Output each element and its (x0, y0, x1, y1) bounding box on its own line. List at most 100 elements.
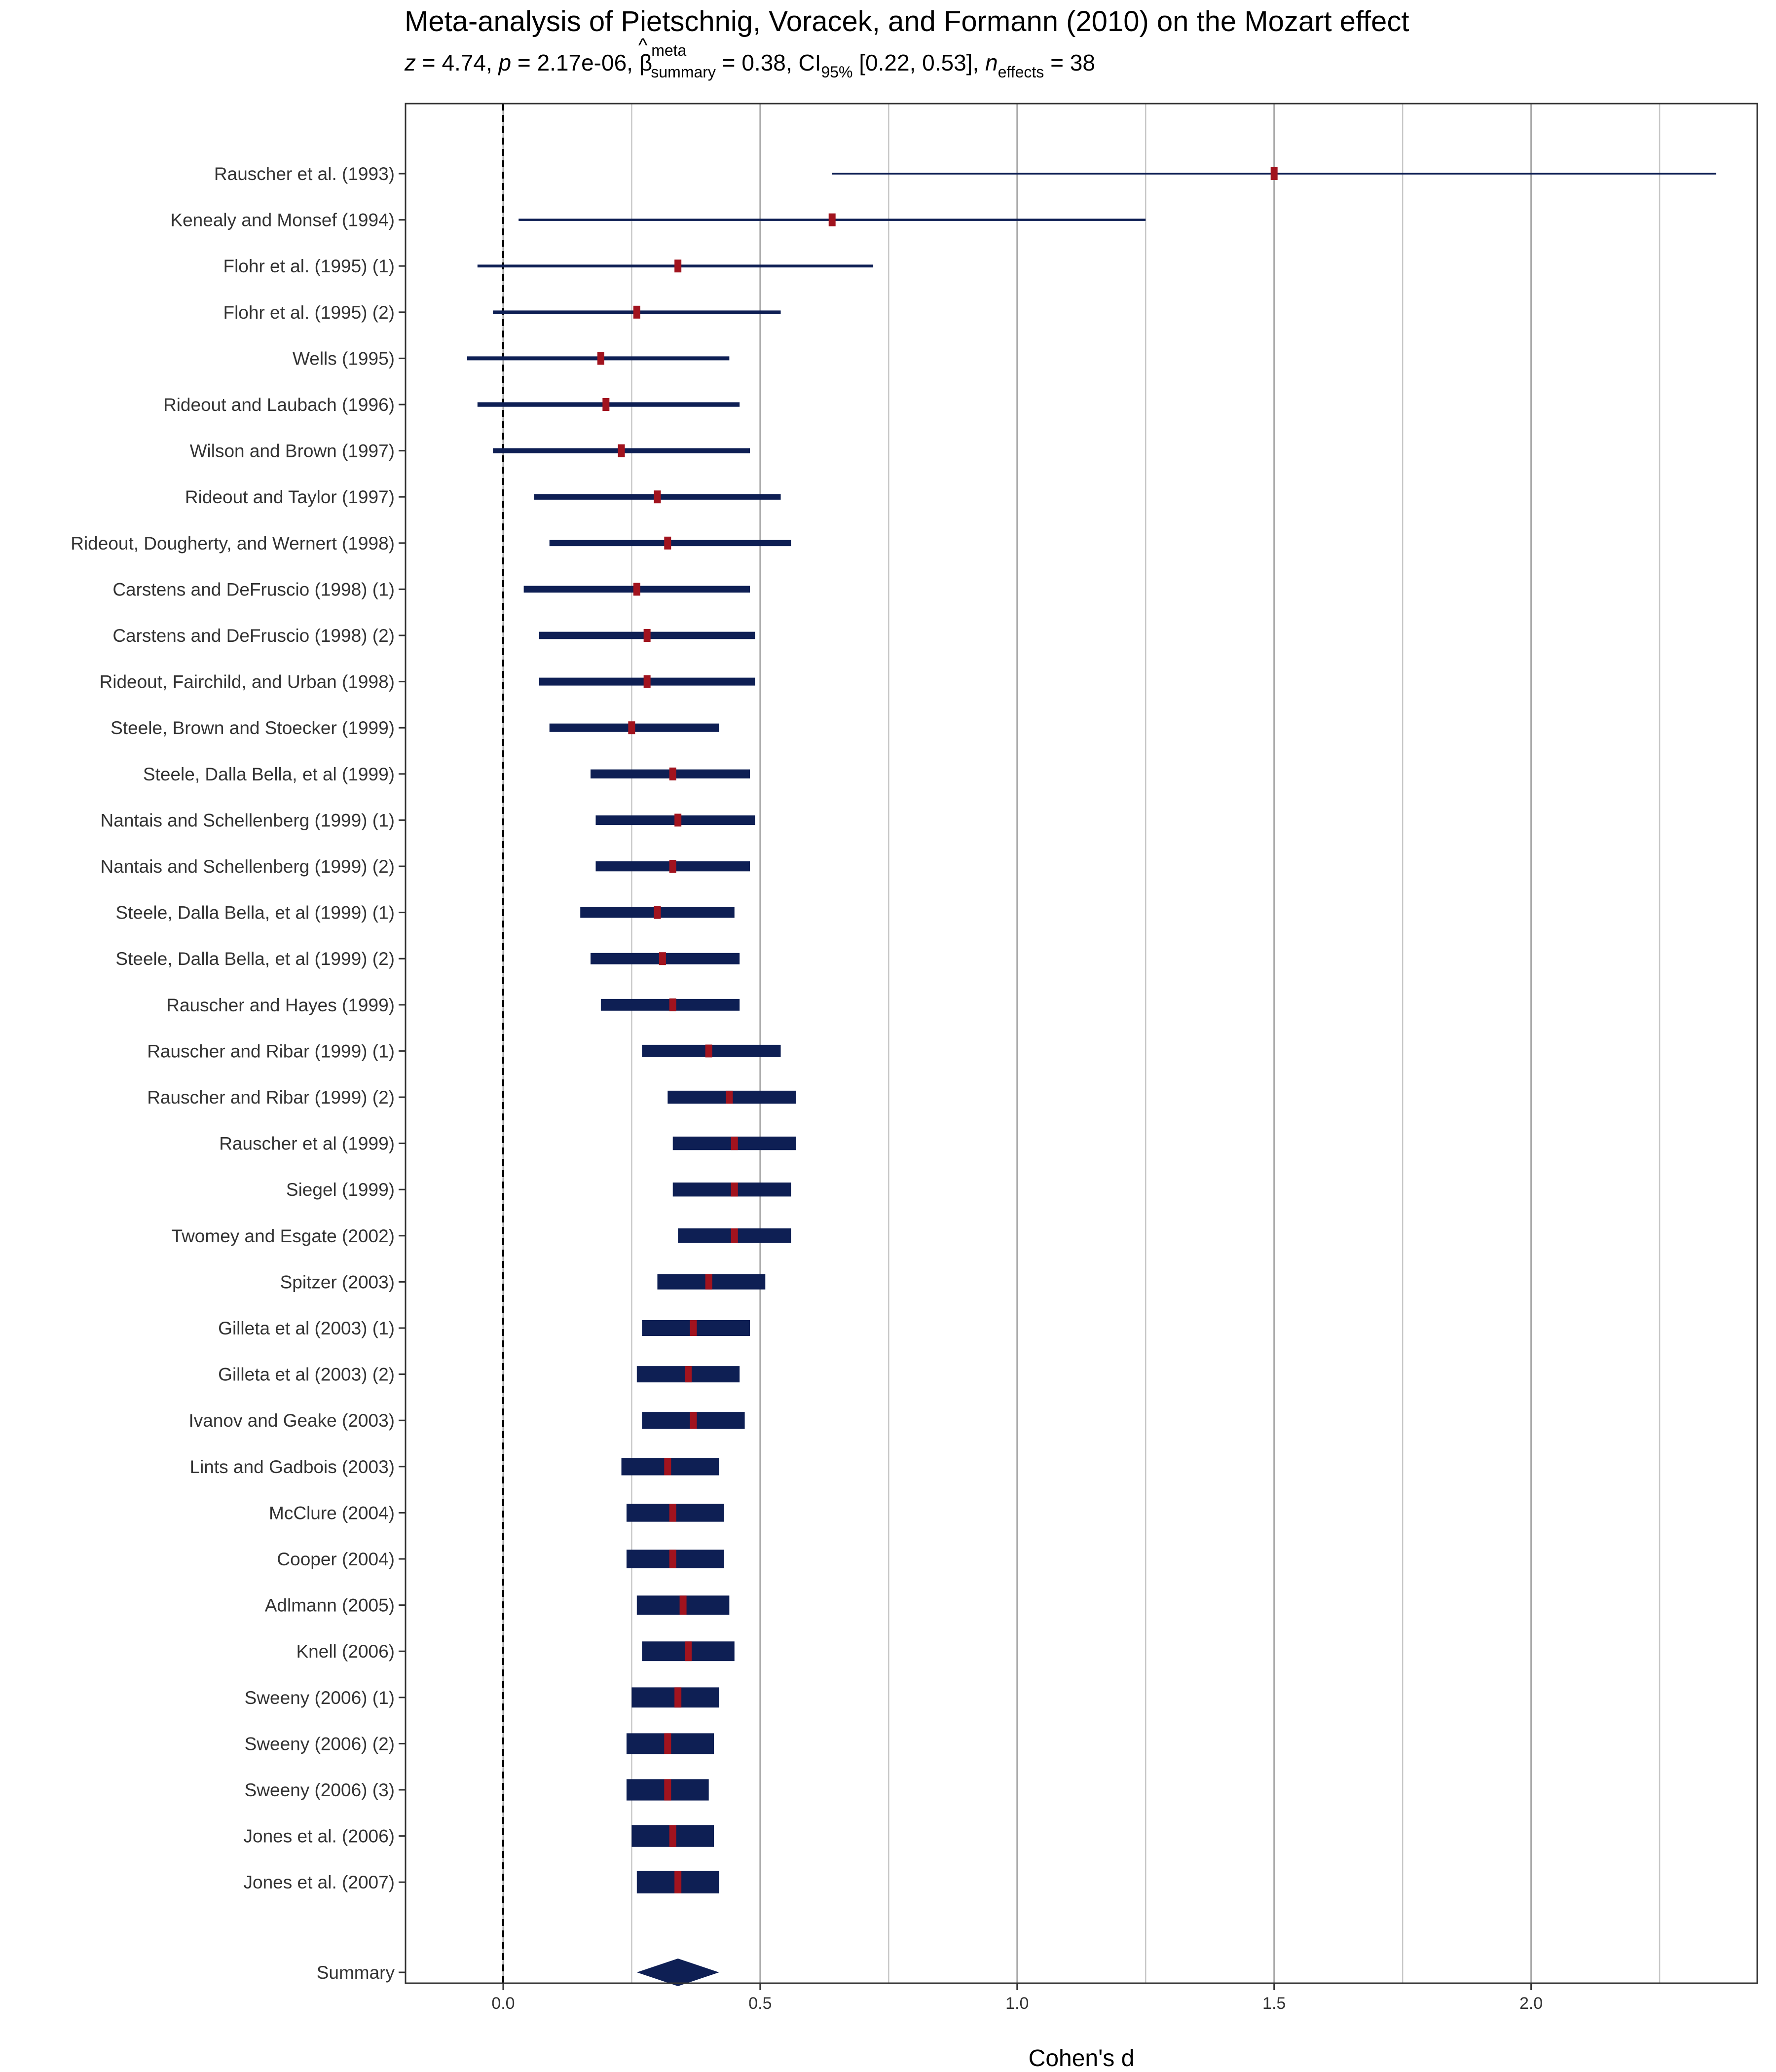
study-label: Steele, Dalla Bella, et al (1999) (143, 764, 395, 784)
study-label: Jones et al. (2006) (244, 1826, 395, 1847)
study-label: Rauscher and Hayes (1999) (166, 995, 395, 1015)
point-estimate (597, 352, 604, 365)
study-label: Knell (2006) (296, 1641, 395, 1662)
study-label: Ivanov and Geake (2003) (188, 1410, 395, 1431)
study-label: Steele, Brown and Stoecker (1999) (111, 718, 395, 738)
study-label: McClure (2004) (269, 1503, 395, 1523)
study-label: Steele, Dalla Bella, et al (1999) (1) (115, 903, 395, 923)
point-estimate (685, 1641, 692, 1662)
study-label: Rauscher and Ribar (1999) (1) (147, 1041, 395, 1061)
study-label: Flohr et al. (1995) (2) (223, 302, 395, 323)
point-estimates (597, 167, 1278, 1893)
study-labels: Rauscher et al. (1993) Kenealy and Monsef… (71, 164, 395, 1892)
point-estimate (726, 1090, 733, 1104)
point-estimate (690, 1320, 697, 1336)
study-label: Rauscher et al (1999) (219, 1134, 395, 1154)
point-estimate (669, 1825, 676, 1847)
subtitle-p-value: 2.17e-06 (537, 50, 627, 75)
subtitle-beta-value: 0.38 (741, 50, 786, 75)
x-tick-label: 0.0 (491, 1994, 515, 2013)
study-label: Rauscher and Ribar (1999) (2) (147, 1087, 395, 1108)
point-estimate (669, 1504, 676, 1522)
study-label: Sweeny (2006) (3) (245, 1780, 395, 1800)
summary-group: Summary (317, 1959, 719, 1986)
x-tick-label: 2.0 (1519, 1994, 1543, 2013)
study-label: Steele, Dalla Bella, et al (1999) (2) (115, 949, 395, 969)
point-estimate (664, 536, 671, 550)
subtitle-n-symbol: n (985, 50, 998, 75)
study-label: Wilson and Brown (1997) (190, 441, 395, 461)
study-label: Gilleta et al (2003) (1) (218, 1318, 395, 1338)
study-label: Gilleta et al (2003) (2) (218, 1365, 395, 1385)
study-label: Adlmann (2005) (265, 1595, 395, 1616)
point-estimate (669, 767, 676, 780)
gridlines (502, 104, 1661, 1983)
study-label: Cooper (2004) (277, 1549, 395, 1569)
study-label: Kenealy and Monsef (1994) (170, 210, 395, 230)
point-estimate (674, 814, 682, 827)
point-estimate (669, 860, 676, 873)
study-label: Rideout, Dougherty, and Wernert (1998) (71, 533, 395, 554)
study-label: Nantais and Schellenberg (1999) (2) (101, 856, 395, 877)
study-label: Spitzer (2003) (280, 1272, 395, 1292)
subtitle-n-sub: effects (998, 63, 1044, 81)
study-label: Sweeny (2006) (2) (245, 1734, 395, 1754)
point-estimate (690, 1412, 697, 1429)
study-label: Nantais and Schellenberg (1999) (1) (101, 810, 395, 830)
study-label: Rideout, Fairchild, and Urban (1998) (100, 672, 395, 692)
point-estimate (618, 444, 625, 457)
study-label: Carstens and DeFruscio (1998) (1) (112, 579, 395, 599)
summary-label: Summary (317, 1962, 395, 1983)
subtitle-ci-value: [0.22, 0.53] (859, 50, 973, 75)
study-label: Rauscher et al. (1993) (214, 164, 395, 184)
study-label: Flohr et al. (1995) (1) (223, 256, 395, 276)
x-tick-label: 1.0 (1005, 1994, 1029, 2013)
subtitle-beta-symbol: ^ β (638, 35, 653, 76)
subtitle-beta-hat: ^ (638, 35, 648, 56)
point-estimate (674, 1687, 682, 1708)
point-estimate (633, 583, 640, 596)
study-label: Jones et al. (2007) (244, 1872, 395, 1892)
subtitle-ci-symbol: CI (798, 50, 821, 75)
point-estimate (654, 490, 661, 504)
point-estimate (731, 1182, 738, 1197)
point-estimate (643, 675, 651, 688)
point-estimate (669, 1550, 676, 1568)
subtitle-p-symbol: p (498, 50, 512, 75)
point-estimate (685, 1366, 692, 1383)
study-label: Lints and Gadbois (2003) (190, 1457, 395, 1477)
point-estimate (602, 398, 610, 411)
point-estimate (633, 305, 640, 319)
summary-diamond (636, 1959, 719, 1986)
point-estimate (654, 906, 661, 919)
study-label: Rideout and Laubach (1996) (163, 395, 395, 415)
point-estimate (664, 1733, 671, 1754)
y-ticks (399, 173, 406, 1973)
x-tick-label: 0.5 (748, 1994, 772, 2013)
point-estimate (659, 952, 666, 965)
point-estimate (674, 1871, 682, 1893)
confidence-intervals (467, 173, 1716, 1893)
point-estimate (731, 1228, 738, 1243)
point-estimate (664, 1458, 671, 1476)
point-estimate (731, 1136, 738, 1150)
point-estimate (664, 1779, 671, 1801)
point-estimate (828, 213, 836, 226)
point-estimate (669, 998, 676, 1011)
study-label: Siegel (1999) (286, 1180, 395, 1200)
subtitle-beta-sub: summary (651, 63, 716, 81)
point-estimate (705, 1044, 712, 1058)
subtitle-beta-letter: β (639, 50, 653, 75)
subtitle-z-value: 4.74 (442, 50, 486, 75)
subtitle-ci-sub: 95% (821, 63, 853, 81)
point-estimate (674, 259, 682, 273)
subtitle-z-symbol: z (405, 50, 416, 75)
x-axis: 0.0 0.5 1.0 1.5 2.0 (491, 1983, 1543, 2013)
subtitle-n-value: 38 (1070, 50, 1095, 75)
point-estimate (679, 1595, 687, 1615)
point-estimate (628, 721, 635, 735)
study-label: Carstens and DeFruscio (1998) (2) (112, 626, 395, 646)
point-estimate (643, 629, 651, 642)
x-axis-title: Cohen's d (1029, 2045, 1135, 2072)
point-estimate (705, 1274, 712, 1290)
